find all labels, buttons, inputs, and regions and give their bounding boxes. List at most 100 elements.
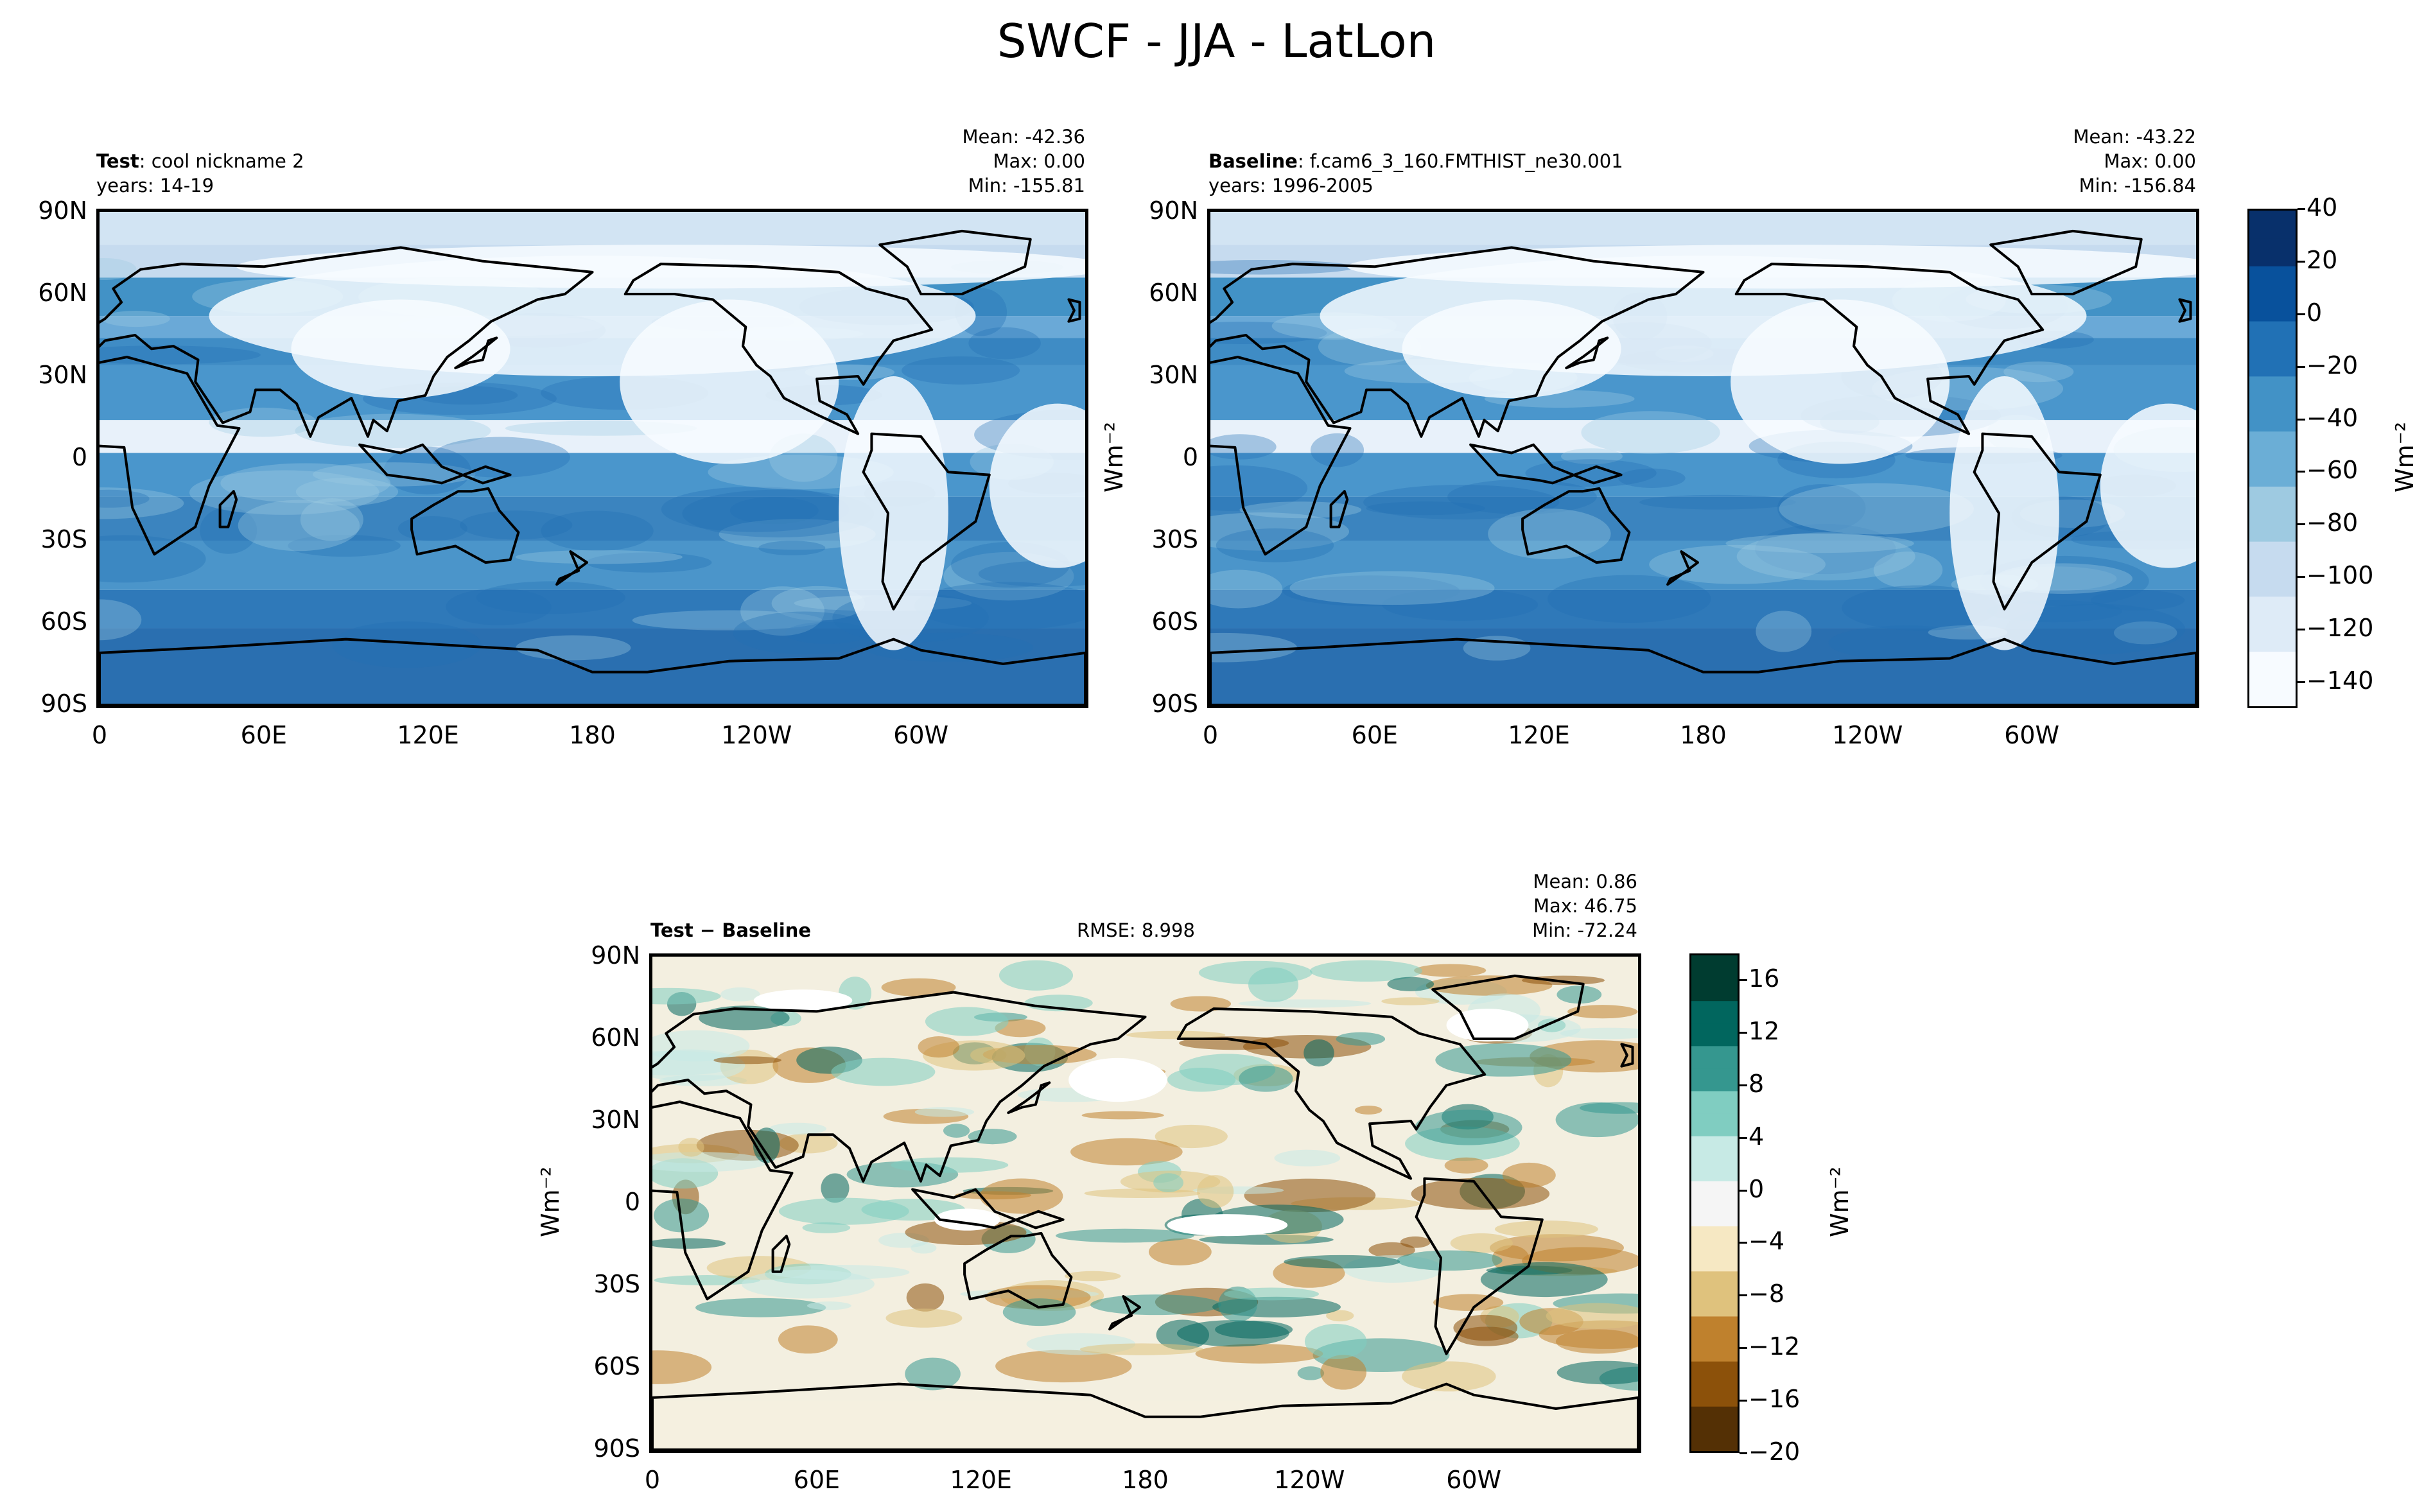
diff-blob xyxy=(652,1152,769,1172)
field-blob xyxy=(1756,611,1812,652)
coastline-eurasia xyxy=(652,991,1147,1183)
lat-tick-label: 60S xyxy=(593,1352,640,1380)
colorbar-tick-mark xyxy=(1740,1084,1747,1086)
diff-blob xyxy=(1070,1138,1183,1166)
lat-tick-label: 90S xyxy=(593,1434,640,1463)
colorbar-tick-label: 16 xyxy=(1748,964,1780,993)
bright-region xyxy=(620,299,839,464)
diff-blob xyxy=(1557,986,1602,1004)
field-blob xyxy=(1488,508,1611,560)
field-blob xyxy=(1210,569,1283,609)
lon-tick-label: 120E xyxy=(1508,721,1570,749)
baseline-mean: Mean: -43.22 xyxy=(2073,126,2197,148)
coastline-indonesia xyxy=(358,443,512,485)
diff-blob xyxy=(881,978,956,997)
lat-band xyxy=(100,628,1085,705)
diff-blob xyxy=(1397,1250,1503,1271)
lat-band xyxy=(100,212,1085,245)
coastline-japan xyxy=(1007,1081,1051,1115)
colorbar-tick-mark xyxy=(1740,1294,1747,1297)
diff-blob xyxy=(925,1007,1009,1036)
diff-blob xyxy=(914,1107,975,1117)
diff-blob xyxy=(891,1157,1009,1173)
colorbar-tick-mark xyxy=(1740,1400,1747,1402)
diff-blob xyxy=(1079,1343,1203,1355)
lon-tick-label: 180 xyxy=(1680,721,1727,749)
lat-tick-label: 30N xyxy=(1149,361,1198,389)
lon-tick-label: 180 xyxy=(1122,1466,1169,1494)
diff-blob xyxy=(1387,977,1435,991)
field-blob xyxy=(516,635,631,661)
lon-tick-label: 120W xyxy=(721,721,792,749)
diff-map xyxy=(652,957,1638,1450)
colorbar-tick-label: 8 xyxy=(1748,1069,1765,1098)
baseline-min: Min: -156.84 xyxy=(2079,175,2196,196)
colorbar-swatches xyxy=(1691,955,1738,1451)
diff-blob xyxy=(831,1057,936,1086)
field-blob xyxy=(1210,434,1277,460)
field-blob xyxy=(1779,483,1974,535)
diff-blob xyxy=(1555,1329,1638,1354)
colorbar-level xyxy=(2249,679,2296,706)
bright-region xyxy=(291,299,510,399)
diff-blob xyxy=(1411,1177,1550,1210)
diff-blob xyxy=(678,1138,704,1157)
diff-blob xyxy=(1238,999,1372,1008)
diff-blob xyxy=(1415,1109,1522,1145)
diff-blob xyxy=(1444,1157,1488,1174)
field-blob xyxy=(1548,575,1711,623)
diff-label: Test − Baseline xyxy=(650,919,812,941)
baseline-years: years: 1996-2005 xyxy=(1208,175,1373,196)
field-blob xyxy=(1210,512,1349,551)
field-blob xyxy=(719,519,876,550)
field-blob xyxy=(1649,544,1826,584)
colorbar-tick-mark xyxy=(2298,523,2305,526)
test-mean: Mean: -42.36 xyxy=(962,126,1086,148)
field-blob xyxy=(220,463,391,503)
lat-tick-label: 30S xyxy=(1151,525,1198,553)
diff-blob xyxy=(1546,1303,1638,1329)
field-blob xyxy=(1725,534,1914,553)
diff-blob xyxy=(885,1308,963,1328)
main-colorbar-label: Wm⁻² xyxy=(2391,422,2419,492)
lat-tick-label: 30N xyxy=(38,361,87,389)
coastline-nz xyxy=(1666,550,1699,586)
colorbar-tick-mark xyxy=(2298,313,2305,315)
coastline-s_america xyxy=(1415,1177,1544,1355)
coastline-n_america xyxy=(624,263,934,435)
coastline-s_america xyxy=(862,432,991,611)
colorbar-tick-mark xyxy=(2298,471,2305,473)
colorbar-level xyxy=(2249,623,2296,652)
coastline-uk xyxy=(2178,298,2192,323)
colorbar-level xyxy=(2249,293,2296,322)
colorbar-tick-mark xyxy=(1740,1452,1747,1454)
colorbar-tick-label: −120 xyxy=(2307,614,2374,643)
baseline-label-rest: : f.cam6_3_160.FMTHIST_ne30.001 xyxy=(1297,150,1623,172)
colorbar-level xyxy=(1691,1023,1738,1047)
coastline-nz xyxy=(555,550,588,586)
coastline-africa xyxy=(100,356,241,556)
field-blob xyxy=(682,489,875,538)
colorbar-tick-mark xyxy=(1740,978,1747,981)
coastline-antarctica xyxy=(652,1382,1638,1450)
colorbar-level xyxy=(2249,376,2296,404)
baseline-label: Baseline: f.cam6_3_160.FMTHIST_ne30.001 xyxy=(1208,149,1623,173)
diff-blob xyxy=(1480,1262,1608,1298)
diff-blob xyxy=(1284,1255,1400,1269)
lat-tick-label: 0 xyxy=(71,443,87,471)
baseline-map-panel xyxy=(1207,209,2199,708)
lat-tick-label: 60N xyxy=(38,279,87,307)
colorbar-level xyxy=(2249,568,2296,597)
diff-blob xyxy=(906,1283,945,1312)
field-blob xyxy=(1282,575,1460,607)
lon-tick-label: 120W xyxy=(1832,721,1903,749)
coastline-s_america xyxy=(1973,432,2102,611)
diff-blob xyxy=(1297,1366,1325,1380)
diff-map-panel xyxy=(649,953,1641,1453)
lon-tick-label: 0 xyxy=(91,721,108,749)
colorbar-level xyxy=(1691,1383,1738,1407)
lon-tick-label: 60W xyxy=(2004,721,2060,749)
field-blob xyxy=(1618,468,1686,488)
colorbar-tick-label: −40 xyxy=(2307,403,2359,432)
lon-tick-label: 120E xyxy=(397,721,459,749)
